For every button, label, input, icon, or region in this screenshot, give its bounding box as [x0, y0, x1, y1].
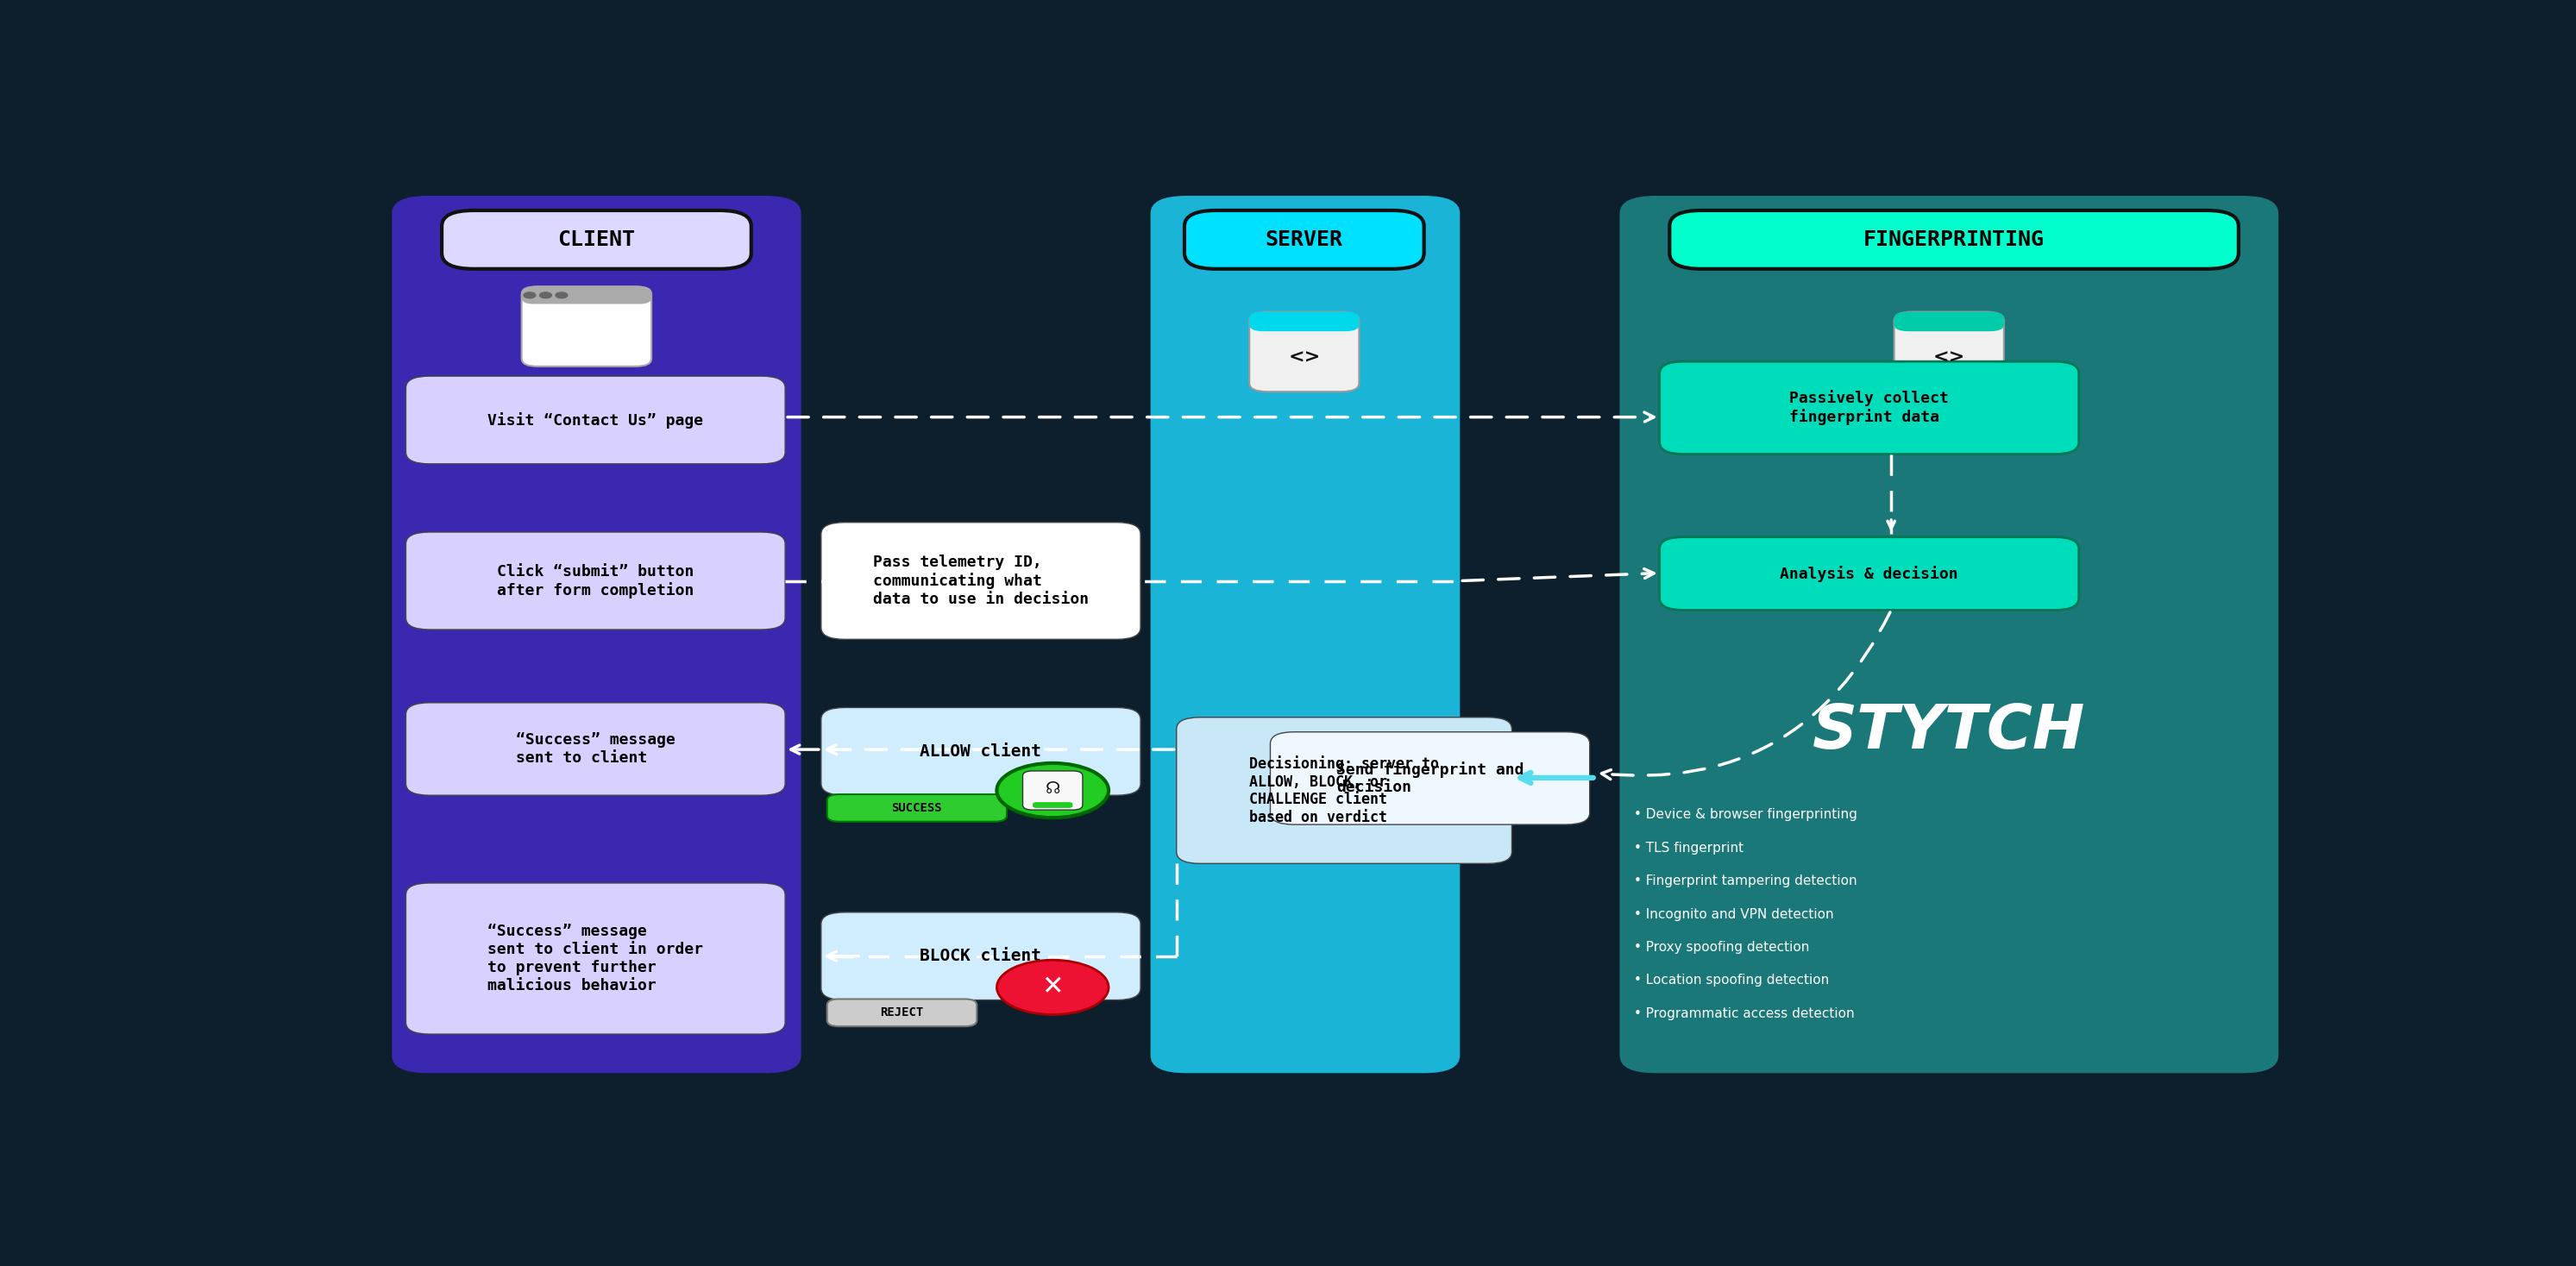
Text: SUCCESS: SUCCESS: [891, 801, 943, 814]
Text: ☊: ☊: [1046, 780, 1061, 796]
FancyBboxPatch shape: [392, 196, 801, 1074]
Text: FINGERPRINTING: FINGERPRINTING: [1862, 229, 2045, 249]
Text: BLOCK client: BLOCK client: [920, 948, 1041, 965]
Text: Pass telemetry ID,
communicating what
data to use in decision: Pass telemetry ID, communicating what da…: [873, 555, 1090, 608]
Text: SERVER: SERVER: [1265, 229, 1342, 249]
Text: <>: <>: [1288, 349, 1321, 366]
Text: Analysis & decision: Analysis & decision: [1780, 566, 1958, 581]
Text: ✕: ✕: [1041, 975, 1064, 1000]
Text: • Proxy spoofing detection: • Proxy spoofing detection: [1633, 941, 1808, 953]
Text: Visit “Contact Us” page: Visit “Contact Us” page: [487, 411, 703, 428]
FancyBboxPatch shape: [1185, 210, 1425, 268]
FancyBboxPatch shape: [1270, 732, 1589, 824]
Text: ALLOW client: ALLOW client: [920, 743, 1041, 760]
FancyBboxPatch shape: [1033, 803, 1072, 808]
FancyBboxPatch shape: [440, 210, 752, 268]
FancyBboxPatch shape: [407, 703, 786, 795]
FancyBboxPatch shape: [822, 708, 1141, 795]
FancyBboxPatch shape: [1669, 210, 2239, 268]
Text: “Success” message
sent to client in order
to prevent further
malicious behavior: “Success” message sent to client in orde…: [487, 924, 703, 994]
Circle shape: [997, 960, 1108, 1014]
FancyBboxPatch shape: [1023, 771, 1082, 810]
FancyBboxPatch shape: [1659, 537, 2079, 610]
FancyBboxPatch shape: [1177, 718, 1512, 863]
Text: • Incognito and VPN detection: • Incognito and VPN detection: [1633, 908, 1834, 920]
FancyBboxPatch shape: [520, 286, 652, 366]
Text: STYTCH: STYTCH: [1814, 703, 2087, 762]
Text: • Programmatic access detection: • Programmatic access detection: [1633, 1008, 1855, 1020]
Text: “Success” message
sent to client: “Success” message sent to client: [515, 732, 675, 766]
FancyBboxPatch shape: [1249, 311, 1360, 332]
FancyBboxPatch shape: [1893, 311, 2004, 391]
Circle shape: [523, 292, 536, 299]
FancyBboxPatch shape: [407, 884, 786, 1034]
FancyBboxPatch shape: [822, 523, 1141, 639]
Text: • Location spoofing detection: • Location spoofing detection: [1633, 974, 1829, 987]
Circle shape: [556, 292, 567, 299]
FancyBboxPatch shape: [1620, 196, 2280, 1074]
Text: • Device & browser fingerprinting: • Device & browser fingerprinting: [1633, 808, 1857, 822]
Text: Decisioning: server to
ALLOW, BLOCK, or
CHALLENGE client
based on verdict: Decisioning: server to ALLOW, BLOCK, or …: [1249, 756, 1440, 825]
Circle shape: [997, 763, 1108, 818]
Text: Passively collect
fingerprint data: Passively collect fingerprint data: [1790, 390, 1950, 425]
FancyBboxPatch shape: [520, 286, 652, 304]
FancyBboxPatch shape: [407, 376, 786, 463]
Text: <>: <>: [1932, 349, 1965, 366]
FancyBboxPatch shape: [1659, 362, 2079, 454]
FancyBboxPatch shape: [822, 913, 1141, 1000]
FancyBboxPatch shape: [1151, 196, 1461, 1074]
FancyBboxPatch shape: [1893, 311, 2004, 332]
Circle shape: [538, 292, 551, 299]
Text: Send fingerprint and
decision: Send fingerprint and decision: [1337, 761, 1525, 795]
FancyBboxPatch shape: [827, 999, 976, 1027]
FancyBboxPatch shape: [407, 532, 786, 629]
Text: REJECT: REJECT: [881, 1006, 925, 1019]
Text: • TLS fingerprint: • TLS fingerprint: [1633, 842, 1744, 855]
Text: CLIENT: CLIENT: [556, 229, 636, 249]
Text: Click “submit” button
after form completion: Click “submit” button after form complet…: [497, 563, 693, 598]
FancyBboxPatch shape: [827, 794, 1007, 822]
FancyBboxPatch shape: [1249, 311, 1360, 391]
Text: • Fingerprint tampering detection: • Fingerprint tampering detection: [1633, 875, 1857, 887]
